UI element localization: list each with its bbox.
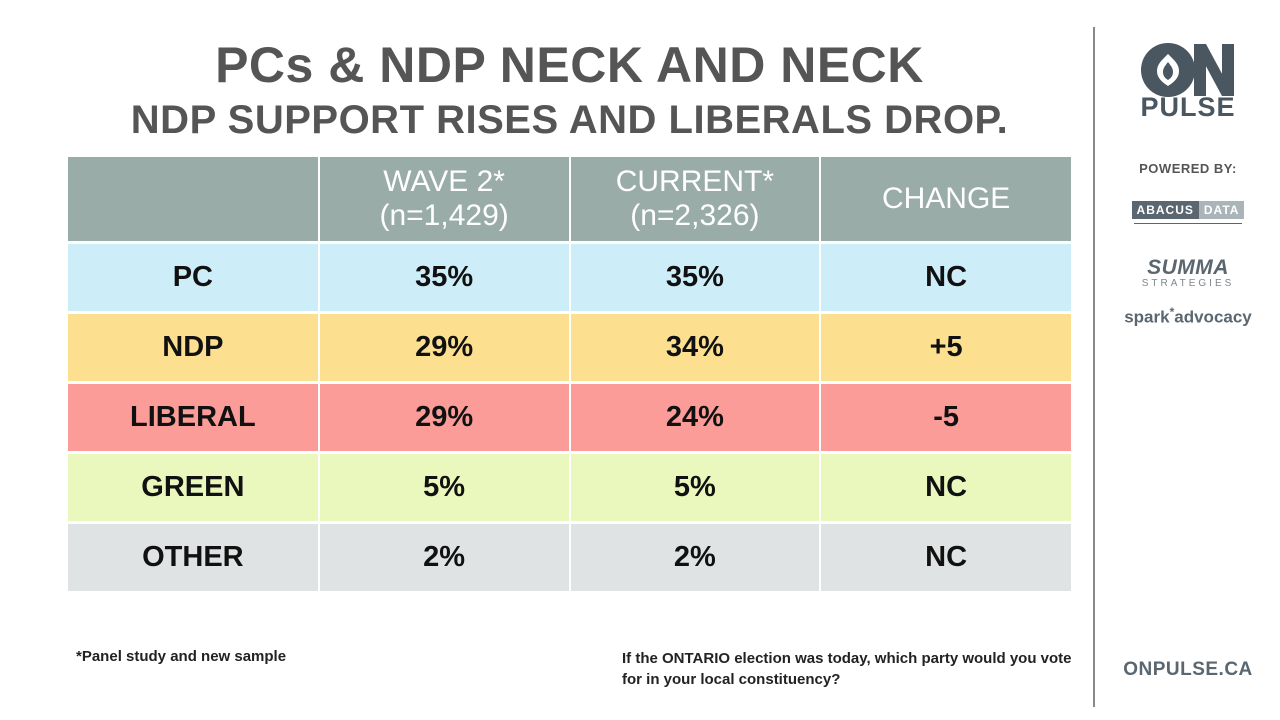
header-change-label: CHANGE xyxy=(881,182,1011,215)
footnote: *Panel study and new sample xyxy=(76,648,287,665)
abacus-rule xyxy=(1134,223,1242,224)
header-current-label: CURRENT* xyxy=(615,165,775,198)
summa-word: SUMMA xyxy=(1147,256,1229,279)
advocacy-word: advocacy xyxy=(1174,307,1252,327)
table-row-green: GREEN 5% 5% NC xyxy=(68,452,1071,524)
results-table: WAVE 2* (n=1,429) CURRENT* (n=2,326) CHA… xyxy=(68,157,1071,594)
current-cell: 2% xyxy=(569,522,822,594)
summa-sub-word: STRATEGIES xyxy=(1141,278,1235,289)
wave2-cell: 29% xyxy=(318,312,571,384)
header-current-sample: (n=2,326) xyxy=(630,199,760,232)
table-row-liberal: LIBERAL 29% 24% -5 xyxy=(68,382,1071,454)
party-cell: OTHER xyxy=(68,522,320,594)
powered-by-label: POWERED BY: xyxy=(1139,161,1237,176)
change-cell: NC xyxy=(820,452,1071,524)
wave2-cell: 35% xyxy=(318,242,571,314)
current-cell: 5% xyxy=(569,452,822,524)
survey-question: If the ONTARIO election was today, which… xyxy=(622,650,1072,688)
abacus-word: ABACUS xyxy=(1131,201,1199,219)
header-current: CURRENT* (n=2,326) xyxy=(569,157,822,244)
change-cell: +5 xyxy=(820,312,1071,384)
current-cell: 24% xyxy=(569,382,822,454)
wave2-cell: 2% xyxy=(318,522,571,594)
change-cell: NC xyxy=(820,522,1071,594)
website-url: ONPULSE.CA xyxy=(1123,659,1253,680)
party-cell: PC xyxy=(68,242,320,314)
page-title: PCs & NDP NECK AND NECK xyxy=(215,37,924,93)
header-wave2-label: WAVE 2* xyxy=(383,165,505,198)
header-wave2: WAVE 2* (n=1,429) xyxy=(318,157,571,244)
spark-advocacy-logo: spark*advocacy xyxy=(1096,305,1280,328)
data-word: DATA xyxy=(1198,201,1245,219)
table-row-pc: PC 35% 35% NC xyxy=(68,242,1071,314)
summa-logo: SUMMA STRATEGIES xyxy=(1096,257,1280,289)
logo-word: PULSE xyxy=(1140,92,1236,122)
change-cell: -5 xyxy=(820,382,1071,454)
table-row-other: OTHER 2% 2% NC xyxy=(68,522,1071,594)
onpulse-logo: PULSE xyxy=(1096,42,1280,132)
on-logo-icon xyxy=(1141,43,1234,97)
vertical-divider xyxy=(1093,27,1095,707)
change-cell: NC xyxy=(820,242,1071,314)
header-party xyxy=(68,157,320,244)
wave2-cell: 5% xyxy=(318,452,571,524)
current-cell: 35% xyxy=(569,242,822,314)
current-cell: 34% xyxy=(569,312,822,384)
party-cell: LIBERAL xyxy=(68,382,320,454)
party-cell: GREEN xyxy=(68,452,320,524)
wave2-cell: 29% xyxy=(318,382,571,454)
spark-word: spark xyxy=(1124,307,1170,327)
header-row: WAVE 2* (n=1,429) CURRENT* (n=2,326) CHA… xyxy=(68,157,1071,244)
header-wave2-sample: (n=1,429) xyxy=(379,199,509,232)
header-change: CHANGE xyxy=(820,157,1071,244)
abacus-data-logo: ABACUS DATA xyxy=(1096,201,1280,224)
party-cell: NDP xyxy=(68,312,320,384)
page-subtitle: NDP SUPPORT RISES AND LIBERALS DROP. xyxy=(130,98,1009,142)
spark-star-icon: * xyxy=(1169,305,1175,319)
table-row-ndp: NDP 29% 34% +5 xyxy=(68,312,1071,384)
